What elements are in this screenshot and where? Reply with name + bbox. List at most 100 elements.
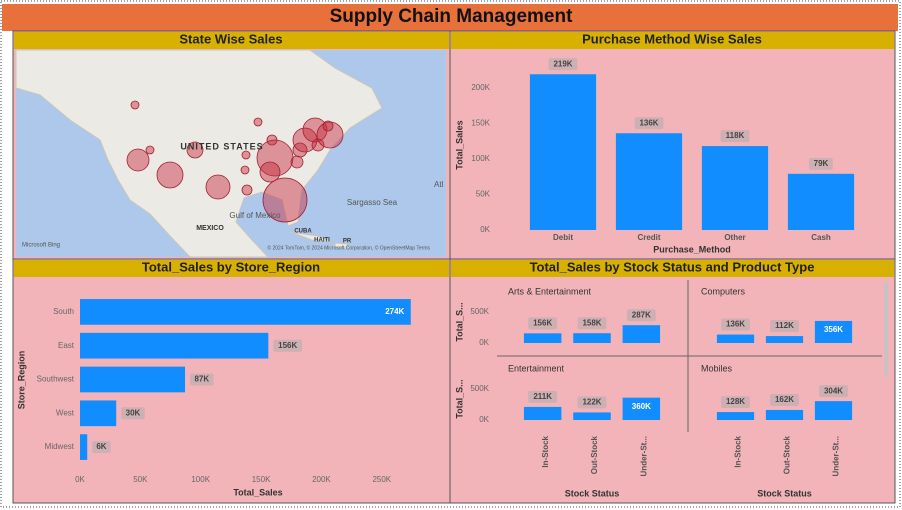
bubble — [292, 127, 318, 153]
bar — [787, 173, 855, 230]
bubble — [302, 117, 328, 143]
data-label-box — [528, 390, 558, 403]
data-label-box — [528, 317, 558, 330]
panel-title: Computers — [701, 286, 746, 296]
panel-title: Arts & Entertainment — [508, 286, 592, 296]
y-axis-title: Total_S... — [454, 302, 464, 341]
y-tick-label: 200K — [471, 83, 490, 92]
bubble — [241, 184, 253, 196]
data-label-box — [577, 396, 607, 409]
y-tick-label: 0K — [479, 415, 489, 424]
y-tick-label: 0K — [480, 225, 490, 234]
x-tick-label: 150K — [252, 475, 271, 484]
data-label: 211K — [533, 392, 552, 401]
y-tick-label: South — [53, 307, 74, 316]
data-label: 158K — [582, 318, 601, 327]
data-label-box — [809, 157, 833, 170]
data-label: 356K — [824, 325, 843, 334]
bar — [523, 333, 562, 343]
x-tick-label: In-Stock — [734, 435, 743, 467]
data-label-box — [770, 320, 799, 333]
x-tick-label: Other — [724, 233, 745, 242]
x-tick-label: Under-St... — [639, 436, 648, 476]
data-label-box — [577, 317, 607, 330]
bar — [814, 401, 853, 420]
bubble — [126, 148, 150, 172]
y-axis-title: Total_Sales — [454, 120, 464, 169]
x-tick-label: 100K — [191, 475, 210, 484]
y-tick-label: 0K — [479, 338, 489, 347]
map-label: PR — [343, 239, 352, 245]
data-label: 136K — [726, 320, 745, 329]
bubble — [205, 174, 231, 200]
bar — [529, 74, 597, 230]
title-bar — [2, 4, 898, 31]
data-label-box — [626, 309, 656, 322]
bubble — [145, 145, 155, 155]
bar — [80, 366, 186, 393]
bubble — [156, 161, 184, 189]
map-label: HAITI — [314, 238, 330, 244]
bubble — [259, 161, 281, 183]
data-label-box — [190, 373, 214, 386]
data-label: 136K — [639, 118, 658, 127]
x-tick-label: Under-St... — [832, 436, 841, 476]
map-label: Atl — [434, 180, 444, 189]
map-logo: Microsoft Bing — [22, 243, 60, 249]
data-label-box — [548, 58, 578, 71]
data-label: 274K — [385, 307, 404, 316]
data-label: 162K — [775, 395, 794, 404]
panel-title: Mobiles — [701, 363, 733, 373]
y-tick-label: 150K — [471, 118, 490, 127]
data-label: 30K — [126, 408, 141, 417]
bubble — [322, 120, 334, 132]
data-label: 128K — [726, 397, 745, 406]
bar — [573, 333, 611, 343]
bar — [80, 434, 88, 460]
data-label-box — [721, 396, 750, 409]
bubble — [240, 165, 250, 175]
data-label-box — [121, 407, 145, 420]
bar — [622, 397, 661, 420]
bubble — [290, 155, 304, 169]
bar — [615, 133, 683, 230]
panel-header-title: Total_Sales by Stock Status and Product … — [530, 259, 815, 274]
map-label: Sargasso Sea — [347, 198, 398, 207]
x-tick-label: Out-Stock — [590, 435, 599, 474]
data-label: 304K — [824, 386, 843, 395]
map-attribution: © 2024 TomTom, © 2024 Microsoft Corporat… — [267, 244, 430, 251]
y-tick-label: 100K — [471, 154, 490, 163]
panel-header — [14, 32, 449, 49]
x-tick-label: Cash — [811, 233, 831, 242]
x-tick-label: 200K — [312, 475, 331, 484]
bar — [523, 406, 562, 420]
map-label: MEXICO — [196, 225, 224, 232]
panel-header — [451, 260, 894, 277]
panel-header — [14, 260, 449, 277]
x-axis-title: Stock Status — [565, 488, 620, 498]
y-tick-label: Southwest — [37, 375, 75, 384]
data-label: 79K — [814, 159, 829, 168]
y-tick-label: 50K — [476, 190, 491, 199]
x-axis-title: Total_Sales — [233, 487, 282, 497]
data-label: 219K — [553, 59, 572, 68]
x-tick-label: 50K — [133, 475, 148, 484]
bubble — [241, 150, 251, 160]
page-title: Supply Chain Management — [330, 6, 573, 27]
panel-header-title: Total_Sales by Store_Region — [142, 259, 320, 274]
panel — [449, 258, 896, 504]
data-label: 122K — [582, 398, 601, 407]
bar — [80, 299, 411, 325]
bubbles — [126, 100, 344, 223]
data-label: 118K — [726, 131, 745, 140]
land — [15, 49, 383, 258]
x-tick-label: In-Stock — [541, 435, 550, 467]
y-axis-title: Store_Region — [16, 351, 26, 410]
land — [289, 231, 333, 243]
data-label: 112K — [775, 321, 794, 330]
map-label: CUBA — [294, 229, 312, 235]
data-label-box — [720, 130, 750, 143]
x-tick-label: 250K — [372, 475, 391, 484]
map-label: Gulf of Mexico — [229, 211, 281, 220]
